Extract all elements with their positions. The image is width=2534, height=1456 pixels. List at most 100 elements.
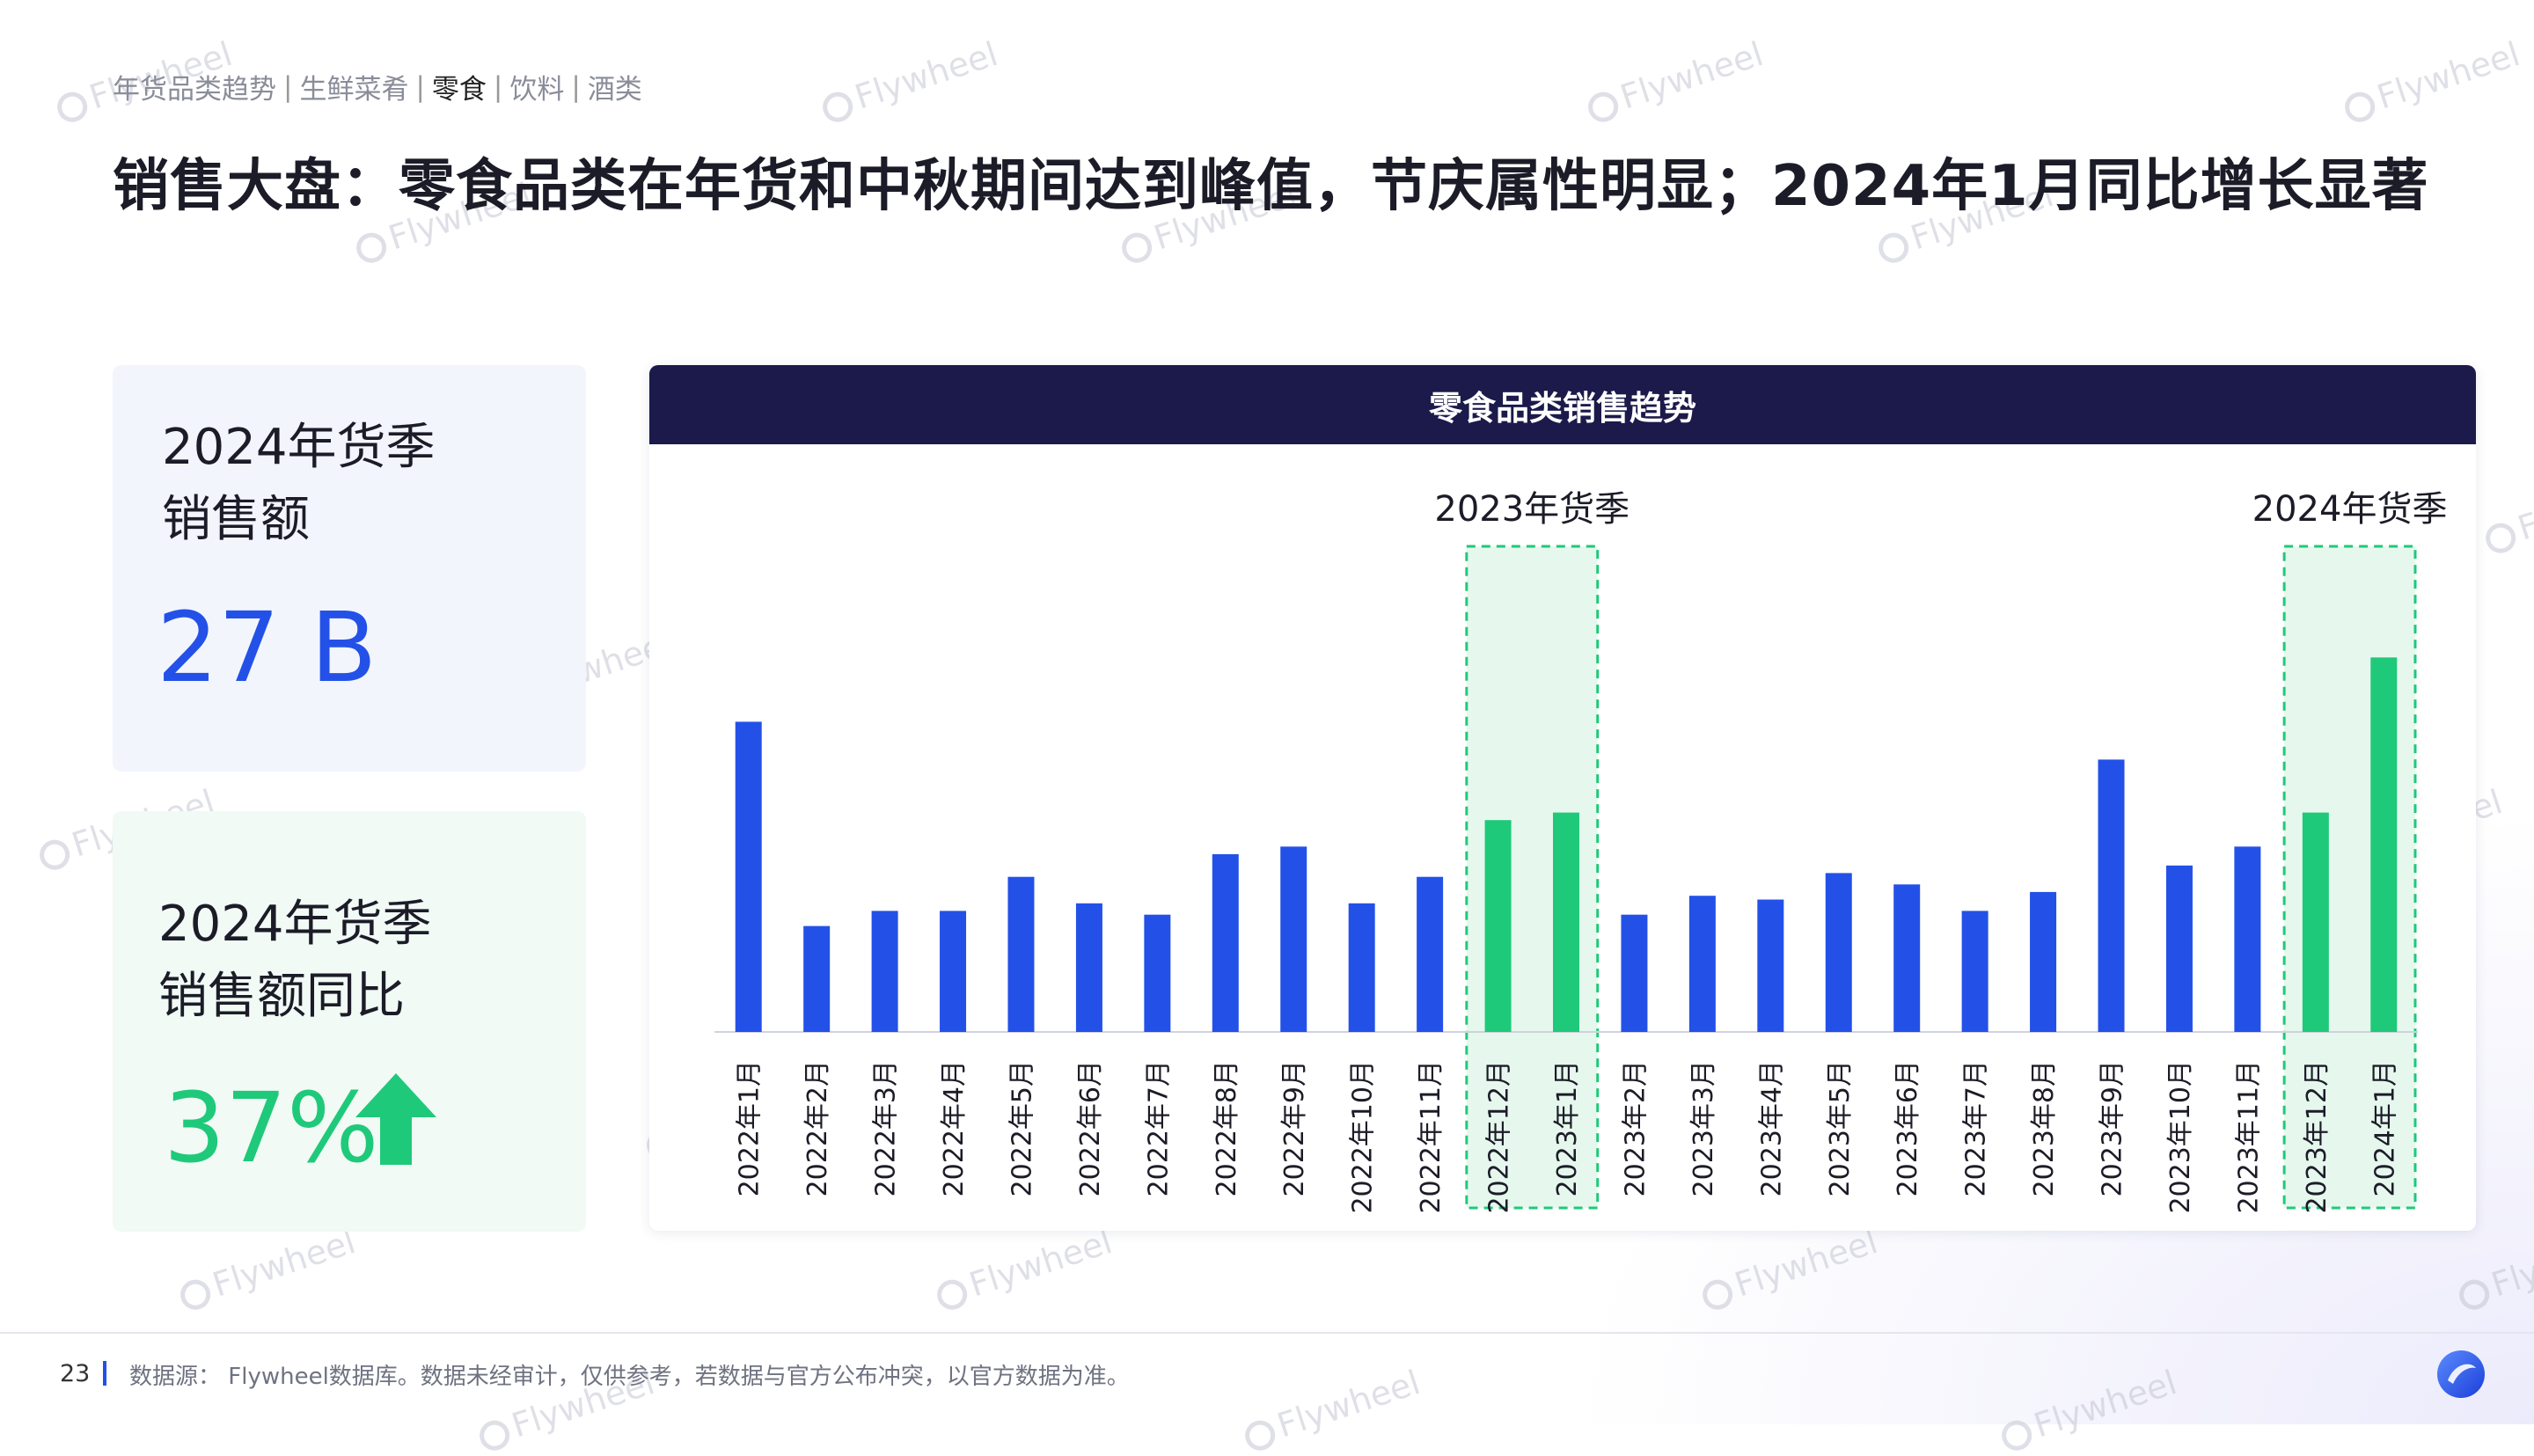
flywheel-watermark-icon — [53, 87, 92, 126]
footer-accent-bar — [103, 1361, 106, 1386]
x-tick-label: 2022年5月 — [1007, 1060, 1037, 1196]
x-tick-label: 2023年8月 — [2029, 1060, 2060, 1196]
x-tick-label: 2024年1月 — [2369, 1060, 2400, 1196]
page-number: 23 — [60, 1360, 91, 1387]
bar — [871, 911, 898, 1032]
bar — [1144, 914, 1171, 1032]
flywheel-watermark-icon — [475, 1416, 514, 1454]
x-tick-label: 2023年2月 — [1620, 1060, 1651, 1196]
x-tick-label: 2022年7月 — [1143, 1060, 1174, 1196]
bar — [1484, 820, 1512, 1032]
bar — [1757, 899, 1784, 1032]
bar — [1621, 914, 1648, 1032]
flywheel-watermark-icon — [2481, 518, 2520, 557]
x-tick-label: 2023年4月 — [1756, 1060, 1787, 1196]
kpi-yoy-label: 2024年货季 销售额同比 — [158, 889, 432, 1033]
x-tick-label: 2023年9月 — [2098, 1060, 2128, 1196]
source-note: 数据源： Flywheel数据库。数据未经审计，仅供参考，若数据与官方公布冲突，… — [129, 1364, 1130, 1390]
watermark: Flywheel — [1239, 1363, 1424, 1456]
flywheel-watermark-icon — [1117, 228, 1156, 267]
x-tick-label: 2022年2月 — [802, 1060, 833, 1196]
breadcrumb-separator: | — [493, 70, 503, 103]
flywheel-watermark-icon — [2340, 87, 2379, 126]
x-tick-label: 2022年6月 — [1075, 1060, 1106, 1196]
watermark-text: Flywheel — [850, 34, 1003, 117]
breadcrumb-separator: | — [283, 70, 293, 103]
bar — [803, 926, 831, 1032]
highlight-band-label: 2024年货季 — [2252, 489, 2448, 530]
watermark-text: Flywheel — [964, 1222, 1117, 1305]
flywheel-watermark-icon — [1874, 228, 1913, 267]
x-tick-label: 2023年12月 — [2302, 1060, 2333, 1214]
bar — [1075, 903, 1102, 1032]
kpi-yoy-value: 37% — [164, 1072, 379, 1184]
breadcrumb-item-4[interactable]: 酒类 — [587, 74, 642, 106]
x-tick-label: 2023年3月 — [1688, 1060, 1719, 1196]
flywheel-watermark-icon — [35, 835, 74, 874]
flywheel-watermark-icon — [818, 87, 857, 126]
watermark: Flywheel — [2479, 465, 2534, 559]
kpi-sales-value: 27 B — [157, 591, 377, 704]
x-tick-label: 2023年1月 — [1552, 1060, 1583, 1196]
flywheel-watermark-icon — [1584, 87, 1622, 126]
bar — [2165, 865, 2193, 1032]
breadcrumb-separator: | — [415, 70, 425, 103]
bar — [735, 721, 762, 1032]
x-tick-label: 2022年11月 — [1416, 1060, 1446, 1214]
watermark-text: Flywheel — [1272, 1363, 1425, 1445]
breadcrumb-item-2[interactable]: 零食 — [431, 74, 487, 106]
watermark: Flywheel — [817, 34, 1002, 128]
watermark-text: Flywheel — [2372, 34, 2525, 117]
kpi-yoy-label-line1: 2024年货季 — [158, 896, 432, 953]
bar — [2030, 891, 2057, 1032]
bar — [1212, 853, 1239, 1032]
x-tick-label: 2023年5月 — [1825, 1060, 1856, 1196]
breadcrumb-separator: | — [571, 70, 581, 103]
kpi-card-sales — [113, 365, 586, 772]
bar — [2370, 657, 2398, 1032]
x-tick-label: 2022年3月 — [871, 1060, 902, 1196]
kpi-sales-label: 2024年货季 销售额 — [162, 412, 436, 556]
flywheel-watermark-icon — [352, 228, 391, 267]
flywheel-watermark-icon — [933, 1275, 971, 1313]
x-tick-label: 2022年4月 — [939, 1060, 970, 1196]
kpi-sales-label-line2: 销售额 — [162, 491, 310, 548]
bar-chart: 2023年货季 2024年货季 2022年1月 2022年2月 2022年3月 2022年… — [714, 489, 2448, 1214]
x-tick-label: 2022年10月 — [1348, 1060, 1379, 1214]
bar — [1688, 896, 1716, 1032]
highlight-band-label: 2023年货季 — [1434, 489, 1630, 530]
bar — [1893, 884, 1921, 1032]
watermark: Flywheel — [931, 1222, 1117, 1315]
chart-panel: 2023年货季 2024年货季 2022年1月 2022年2月 2022年3月 2022年… — [649, 365, 2476, 1231]
breadcrumb-item-0[interactable]: 年货品类趋势 — [113, 74, 276, 106]
watermark: Flywheel — [1582, 34, 1768, 128]
page-title: 销售大盘：零食品类在年货和中秋期间达到峰值，节庆属性明显；2024年1月同比增长… — [113, 154, 2429, 219]
bar — [1961, 911, 1988, 1032]
watermark-text: Flywheel — [208, 1222, 361, 1305]
kpi-card-yoy — [113, 811, 586, 1232]
x-tick-label: 2022年1月 — [735, 1060, 765, 1196]
bar — [1280, 846, 1307, 1032]
kpi-sales-label-line1: 2024年货季 — [162, 419, 436, 476]
watermark: Flywheel — [174, 1222, 360, 1315]
x-tick-label: 2023年10月 — [2165, 1060, 2196, 1214]
breadcrumb-item-1[interactable]: 生鲜菜肴 — [299, 74, 409, 106]
bar — [1825, 873, 1852, 1032]
x-tick-label: 2023年7月 — [1961, 1060, 1992, 1196]
bar — [1553, 812, 1579, 1032]
up-arrow-icon — [355, 1073, 436, 1165]
bar — [2098, 759, 2125, 1032]
bar — [2302, 812, 2329, 1032]
watermark-text: Flywheel — [2513, 465, 2534, 548]
breadcrumb-item-3[interactable]: 饮料 — [509, 74, 565, 106]
watermark-text: Flywheel — [1615, 34, 1769, 117]
x-tick-label: 2023年11月 — [2233, 1060, 2264, 1214]
bar — [1417, 876, 1444, 1032]
x-tick-label: 2022年9月 — [1279, 1060, 1310, 1196]
x-tick-label: 2022年8月 — [1212, 1060, 1242, 1196]
watermark: Flywheel — [2339, 34, 2524, 128]
bar — [940, 911, 967, 1032]
bar — [1348, 903, 1375, 1032]
kpi-yoy-label-line2: 销售额同比 — [158, 968, 405, 1025]
x-tick-label: 2023年6月 — [1893, 1060, 1923, 1196]
